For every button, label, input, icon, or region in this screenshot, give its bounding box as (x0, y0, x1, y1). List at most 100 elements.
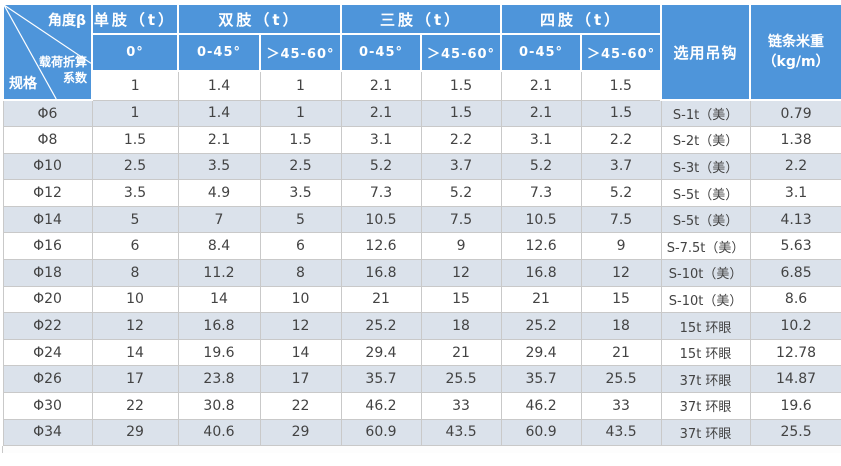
value-cell: 2.1 (500, 99, 582, 128)
value-cell: 22 (259, 392, 342, 420)
value-cell: 7.5 (580, 205, 662, 234)
table-row: Φ24 14 19.6 14 29.4 21 29.4 21 15t 环眼 12… (2, 338, 841, 367)
value-cell: 3.1 (500, 126, 582, 154)
value-cell: 40.6 (177, 418, 261, 447)
table-row: Φ16 6 8.4 6 12.6 9 12.6 9 S-7.5t（美） 5.63 (2, 232, 841, 261)
spec-cell: Φ22 (2, 312, 93, 340)
value-cell: 60.9 (500, 418, 582, 447)
value-cell: 21 (420, 338, 502, 367)
header-quad-leg: 四肢（t） (500, 3, 663, 35)
value-cell: 1.5 (420, 99, 502, 128)
header-hook-selection: 选用吊钩 (660, 3, 752, 101)
load-factor-cell: 1 (259, 70, 342, 101)
value-cell: 14 (177, 285, 261, 314)
spec-cell: Φ12 (2, 179, 93, 207)
weight-cell: 25.5 (749, 418, 841, 447)
load-factor-cell: 1 (91, 70, 179, 101)
angle-header-triple-0-45: 0-45° (340, 33, 423, 72)
value-cell: 29.4 (500, 338, 582, 367)
value-cell: 11.2 (177, 259, 261, 287)
value-cell: 43.5 (580, 418, 662, 447)
header-chain-weight: 链条米重 （kg/m） (749, 3, 841, 101)
corner-factor-line1: 载荷折算 (38, 55, 87, 69)
value-cell: 46.2 (340, 392, 422, 420)
spec-cell: Φ16 (2, 232, 93, 261)
value-cell: 2.2 (420, 126, 502, 154)
hook-cell: S-5t（美） (660, 179, 751, 207)
value-cell: 3.1 (340, 126, 422, 154)
weight-cell: 0.79 (749, 99, 841, 128)
value-cell: 12 (420, 259, 502, 287)
table-row: Φ8 1.5 2.1 1.5 3.1 2.2 3.1 2.2 S-2t（美） 1… (2, 126, 841, 154)
value-cell: 15 (420, 285, 502, 314)
hook-cell: S-1t（美） (660, 99, 751, 128)
value-cell: 18 (580, 312, 662, 340)
value-cell: 21 (500, 285, 582, 314)
hook-cell: 37t 环眼 (660, 365, 751, 394)
value-cell: 6 (91, 232, 179, 261)
value-cell: 5 (91, 205, 179, 234)
weight-cell: 1.38 (749, 126, 841, 154)
value-cell: 14 (91, 338, 179, 367)
hook-cell: S-2t（美） (660, 126, 751, 154)
value-cell: 10 (91, 285, 179, 314)
hook-cell: S-3t（美） (660, 152, 751, 181)
header-single-leg: 单肢（t） (91, 3, 179, 35)
value-cell: 16.8 (177, 312, 261, 340)
chain-sling-spec-table-page: 角度β 载荷折算 系数 规格 单肢（t） 双肢（t） 三肢（t） 四肢（t） 选用… (0, 3, 841, 466)
hook-cell: 37t 环眼 (660, 418, 751, 447)
weight-cell: 5.63 (749, 232, 841, 261)
value-cell: 2.2 (580, 126, 662, 154)
weight-cell: 6.85 (749, 259, 841, 287)
header-chain-weight-line1: 链条米重 (768, 33, 825, 50)
weight-cell: 4.13 (749, 205, 841, 234)
header-chain-weight-line2: （kg/m） (762, 54, 830, 70)
value-cell: 10.5 (340, 205, 422, 234)
corner-diagonal-header: 角度β 载荷折算 系数 规格 (2, 3, 93, 101)
value-cell: 7.3 (500, 179, 582, 207)
value-cell: 23.8 (177, 365, 261, 394)
value-cell: 7.3 (340, 179, 422, 207)
hook-cell: 15t 环眼 (660, 312, 751, 340)
spec-cell: Φ8 (2, 126, 93, 154)
value-cell: 14 (259, 338, 342, 367)
corner-angle-label: 角度β (47, 13, 86, 29)
table-row: Φ18 8 11.2 8 16.8 12 16.8 12 S-10t（美） 6.… (2, 259, 841, 287)
chain-sling-spec-table: 角度β 载荷折算 系数 规格 单肢（t） 双肢（t） 三肢（t） 四肢（t） 选用… (2, 3, 841, 447)
hook-cell: S-7.5t（美） (660, 232, 751, 261)
spec-cell: Φ20 (2, 285, 93, 314)
header-triple-leg: 三肢（t） (340, 3, 503, 35)
value-cell: 12.6 (340, 232, 422, 261)
value-cell: 1.5 (580, 99, 662, 128)
table-bottom-partial-row (2, 446, 841, 454)
value-cell: 3.5 (91, 179, 179, 207)
value-cell: 9 (420, 232, 502, 261)
value-cell: 9 (580, 232, 662, 261)
value-cell: 43.5 (420, 418, 502, 447)
corner-factor-label: 载荷折算 系数 (39, 55, 87, 86)
value-cell: 5.2 (420, 179, 502, 207)
hook-cell: S-10t（美） (660, 259, 751, 287)
value-cell: 7.5 (420, 205, 502, 234)
angle-header-triple-45-60: ＞45-60° (420, 33, 503, 72)
value-cell: 21 (580, 338, 662, 367)
value-cell: 16.8 (500, 259, 582, 287)
hook-cell: S-5t（美） (660, 205, 751, 234)
value-cell: 2.5 (91, 152, 179, 181)
diagonal-divider-lines (4, 5, 91, 99)
value-cell: 35.7 (500, 365, 582, 394)
value-cell: 8.4 (177, 232, 261, 261)
value-cell: 3.7 (420, 152, 502, 181)
value-cell: 22 (91, 392, 179, 420)
value-cell: 3.5 (259, 179, 342, 207)
load-factor-cell: 1.4 (177, 70, 261, 101)
value-cell: 5 (259, 205, 342, 234)
value-cell: 29.4 (340, 338, 422, 367)
value-cell: 4.9 (177, 179, 261, 207)
value-cell: 33 (580, 392, 662, 420)
corner-factor-line2: 系数 (62, 70, 87, 85)
value-cell: 29 (91, 418, 179, 447)
value-cell: 25.2 (500, 312, 582, 340)
spec-cell: Φ34 (2, 418, 93, 447)
spec-cell: Φ14 (2, 205, 93, 234)
